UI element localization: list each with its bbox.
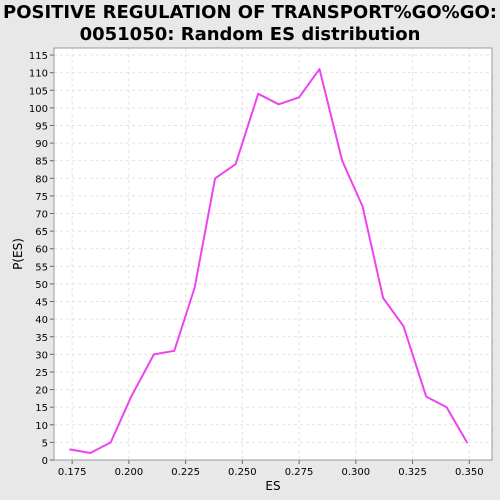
y-tick-label: 30 (35, 350, 48, 361)
chart-title-line-2: 0051050: Random ES distribution (79, 24, 421, 45)
data-point (382, 297, 384, 299)
x-tick-label: 0.250 (228, 467, 257, 478)
y-tick-label: 55 (35, 262, 48, 273)
data-point (69, 448, 71, 451)
data-point (173, 350, 176, 352)
y-tick-label: 45 (35, 298, 48, 309)
series-layer (69, 68, 468, 454)
grid-layer (54, 48, 492, 461)
y-tick-label: 25 (35, 368, 48, 379)
plot-border (53, 47, 493, 461)
x-tick-label: 0.300 (342, 467, 371, 478)
data-point (130, 395, 132, 398)
y-tick-label: 110 (29, 69, 48, 80)
x-tick-label: 0.275 (285, 467, 314, 478)
y-tick-label: 40 (35, 315, 48, 326)
data-point (109, 441, 112, 444)
chart-title-line-1: POSITIVE REGULATION OF TRANSPORT%GO%GO: (3, 2, 497, 23)
y-tick-label: 100 (29, 104, 48, 115)
y-tick-label: 5 (42, 438, 48, 449)
x-tick-label: 0.200 (115, 467, 144, 478)
data-point (402, 325, 405, 327)
series-line (69, 68, 468, 454)
y-tick-label: 105 (29, 86, 48, 97)
data-point (214, 177, 216, 180)
y-tick-label: 35 (35, 333, 48, 344)
data-point (445, 406, 448, 408)
x-axis-label: ES (265, 479, 280, 493)
x-tick-label: 0.325 (398, 467, 427, 478)
data-point (277, 103, 280, 106)
data-point (153, 353, 155, 356)
data-point (341, 159, 344, 162)
y-tick-label: 60 (35, 245, 48, 256)
y-tick-label: 85 (35, 157, 48, 168)
y-tick-label: 15 (35, 403, 48, 414)
y-tick-label: 65 (35, 227, 48, 238)
data-point (234, 163, 237, 166)
x-tick-label: 0.225 (171, 467, 200, 478)
data-point (318, 68, 321, 70)
y-tick-label: 90 (35, 139, 48, 150)
x-tick-label: 0.350 (455, 467, 484, 478)
data-point (466, 441, 468, 444)
data-point (193, 286, 196, 289)
data-point (257, 92, 260, 95)
y-tick-label: 70 (35, 210, 48, 221)
data-point (361, 205, 364, 208)
y-tick-label: 75 (35, 192, 48, 203)
y-tick-label: 0 (42, 456, 48, 467)
y-tick-label: 80 (35, 174, 48, 185)
y-tick-label: 95 (35, 121, 48, 132)
y-tick-label: 115 (29, 51, 48, 62)
data-point (298, 96, 300, 99)
data-point (425, 395, 427, 398)
y-tick-label: 50 (35, 280, 48, 291)
x-tick-label: 0.175 (58, 467, 87, 478)
y-tick-label: 20 (35, 386, 48, 397)
y-tick-label: 10 (35, 421, 48, 432)
axis-layer: 0 5 10 15 20 25 30 35 40 45 50 55 60 65 70 75 80 85 90 95 10… (29, 51, 484, 478)
y-axis-label: P(ES) (11, 238, 25, 270)
plot-background (54, 48, 492, 460)
data-point (89, 452, 92, 454)
